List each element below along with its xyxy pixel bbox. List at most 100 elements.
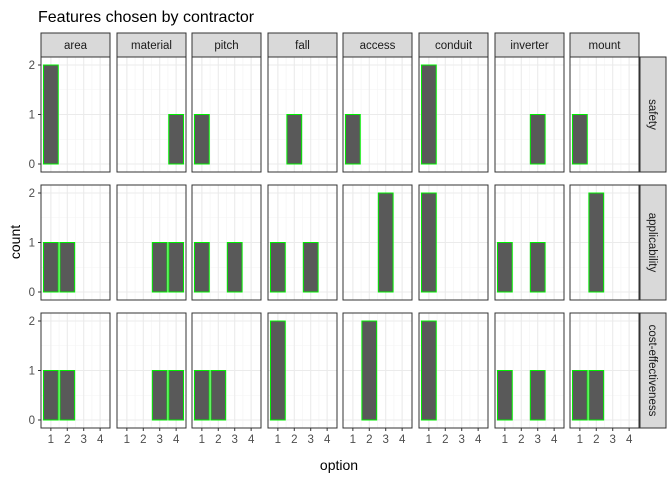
panel-safety-area [40, 56, 111, 173]
bar-cost-effectiveness-pitch-option-1 [193, 370, 210, 421]
x-tick-label: 2 [140, 434, 146, 446]
panel-border [569, 312, 640, 429]
panel-border [267, 184, 338, 301]
panel-border [342, 312, 413, 429]
x-tick-label: 3 [459, 434, 465, 446]
x-tick-label: 2 [593, 434, 599, 446]
panel-applicability-pitch [191, 184, 262, 301]
panel-border [191, 312, 262, 429]
y-tick-label: 1 [29, 366, 35, 378]
panel-border [116, 312, 187, 429]
y-tick-label: 2 [29, 316, 35, 328]
bar-cost-effectiveness-area-option-2 [59, 370, 76, 421]
panel-border [418, 56, 489, 173]
facet-strip-conduit [418, 32, 489, 58]
facet-strip-label: material [131, 40, 172, 52]
bar-applicability-inverter-option-1 [496, 242, 513, 293]
x-tick-label: 1 [350, 434, 356, 446]
x-tick-label: 3 [232, 434, 238, 446]
facet-row-label: safety [646, 99, 658, 130]
facet-strip-mount [569, 32, 640, 58]
x-tick-label: 3 [308, 434, 314, 446]
panel-border [418, 184, 489, 301]
panel-border [40, 312, 111, 429]
panel-cost-effectiveness-access [342, 312, 413, 429]
bar-applicability-pitch-option-3 [226, 242, 243, 293]
panel-applicability-fall [267, 184, 338, 301]
panel-border [418, 312, 489, 429]
bar-cost-effectiveness-area-option-1 [42, 370, 59, 421]
panel-border [569, 56, 640, 173]
facet-strip-area [40, 32, 111, 58]
x-tick-label: 2 [291, 434, 297, 446]
bar-applicability-conduit-option-1 [420, 192, 437, 293]
y-tick-label: 2 [29, 188, 35, 200]
bar-applicability-material-option-3 [151, 242, 168, 293]
bar-safety-inverter-option-3 [529, 114, 546, 165]
panel-cost-effectiveness-inverter [494, 312, 565, 429]
x-tick-label: 2 [64, 434, 70, 446]
bar-cost-effectiveness-mount-option-2 [588, 370, 605, 421]
bar-applicability-access-option-3 [377, 192, 394, 293]
panel-cost-effectiveness-area [40, 312, 111, 429]
facet-row-strip-applicability [639, 184, 667, 301]
panel-border [267, 56, 338, 173]
panel-applicability-access [342, 184, 413, 301]
panel-safety-pitch [191, 56, 262, 173]
facet-row-label: cost-effectiveness [646, 325, 658, 417]
bar-cost-effectiveness-mount-option-1 [571, 370, 588, 421]
x-tick-label: 4 [626, 434, 633, 446]
x-tick-label: 2 [215, 434, 221, 446]
bar-cost-effectiveness-conduit-option-1 [420, 320, 437, 421]
bar-applicability-area-option-1 [42, 242, 59, 293]
facet-strip-label: access [360, 40, 396, 52]
facet-strip-material [116, 32, 187, 58]
facet-strip-label: area [64, 40, 88, 52]
panel-applicability-inverter [494, 184, 565, 301]
panel-safety-access [342, 56, 413, 173]
x-axis-label: option [320, 457, 358, 473]
bar-safety-area-option-1 [42, 64, 59, 165]
x-tick-label: 4 [173, 434, 180, 446]
bar-applicability-mount-option-2 [588, 192, 605, 293]
x-tick-label: 1 [426, 434, 432, 446]
panel-border [191, 56, 262, 173]
y-tick-label: 0 [29, 159, 35, 171]
x-tick-label: 1 [199, 434, 205, 446]
facet-strip-fall [267, 32, 338, 58]
panel-border [342, 184, 413, 301]
bar-safety-mount-option-1 [571, 114, 588, 165]
y-tick-label: 1 [29, 238, 35, 250]
x-tick-label: 2 [366, 434, 372, 446]
x-tick-label: 4 [324, 434, 331, 446]
chart-title: Features chosen by contractor [38, 9, 255, 26]
panel-applicability-material [116, 184, 187, 301]
bar-applicability-inverter-option-3 [529, 242, 546, 293]
x-tick-label: 2 [442, 434, 448, 446]
facet-strip-label: conduit [435, 40, 473, 52]
panel-border [40, 184, 111, 301]
panel-safety-conduit [418, 56, 489, 173]
panel-applicability-mount [569, 184, 640, 301]
x-tick-label: 3 [610, 434, 616, 446]
panel-cost-effectiveness-conduit [418, 312, 489, 429]
bar-cost-effectiveness-material-option-3 [151, 370, 168, 421]
x-tick-label: 4 [248, 434, 255, 446]
facet-row-strip-cost-effectiveness [639, 312, 667, 429]
bar-safety-access-option-1 [344, 114, 361, 165]
x-tick-label: 4 [97, 434, 104, 446]
bar-cost-effectiveness-access-option-2 [361, 320, 378, 421]
bar-safety-conduit-option-1 [420, 64, 437, 165]
panel-safety-inverter [494, 56, 565, 173]
panel-border [267, 312, 338, 429]
facet-row-strip-safety [639, 56, 667, 173]
x-tick-label: 2 [518, 434, 524, 446]
panel-cost-effectiveness-fall [267, 312, 338, 429]
panel-safety-material [116, 56, 187, 173]
x-tick-label: 4 [551, 434, 558, 446]
x-tick-label: 1 [502, 434, 508, 446]
bar-safety-fall-option-2 [286, 114, 303, 165]
x-tick-label: 1 [275, 434, 281, 446]
panel-applicability-conduit [418, 184, 489, 301]
